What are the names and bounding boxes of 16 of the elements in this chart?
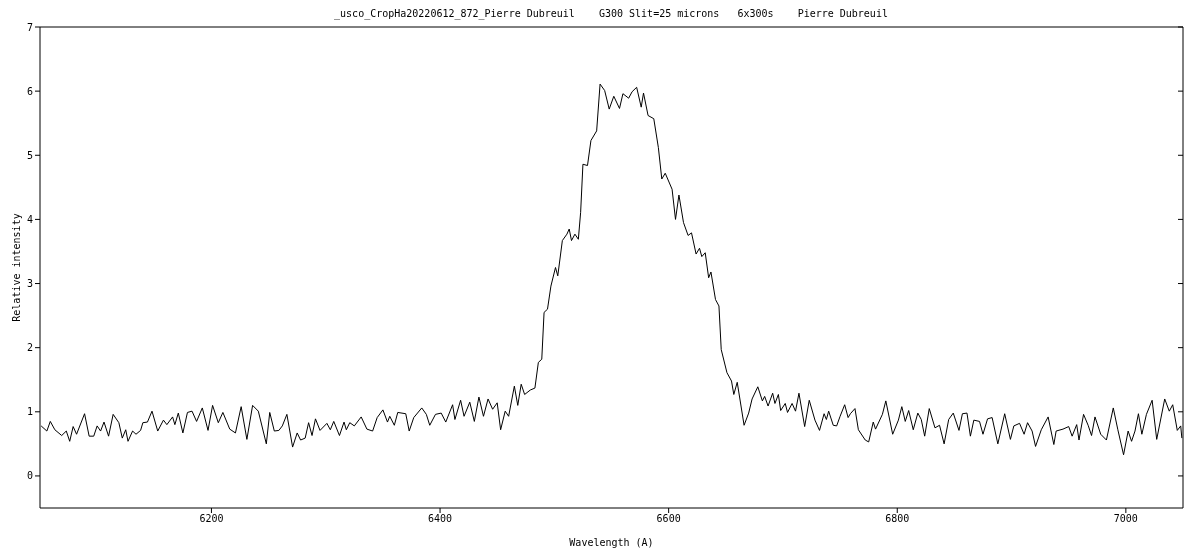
chart-title: _usco_CropHa20220612_872_Pierre Dubreuil G300 Slit=25 microns 6x300s Pierre Dubreuil [333,8,889,19]
y-tick-label: 4 [26,213,33,225]
y-tick-label: 0 [26,470,33,482]
x-axis-title: Wavelength (A) [569,537,654,548]
y-tick-label: 7 [26,21,33,33]
x-tick-label: 6600 [656,513,681,525]
y-tick-label: 2 [26,342,33,354]
x-tick-label: 6800 [885,513,910,525]
y-axis-title: Relative intensity [10,213,22,322]
x-tick-label: 6400 [428,513,453,525]
y-tick-label: 6 [26,85,33,97]
x-tick-label: 6200 [199,513,224,525]
y-tick-label: 5 [26,149,33,161]
y-tick-label: 3 [26,278,33,290]
y-tick-label: 1 [26,406,33,418]
x-tick-label: 7000 [1113,513,1138,525]
